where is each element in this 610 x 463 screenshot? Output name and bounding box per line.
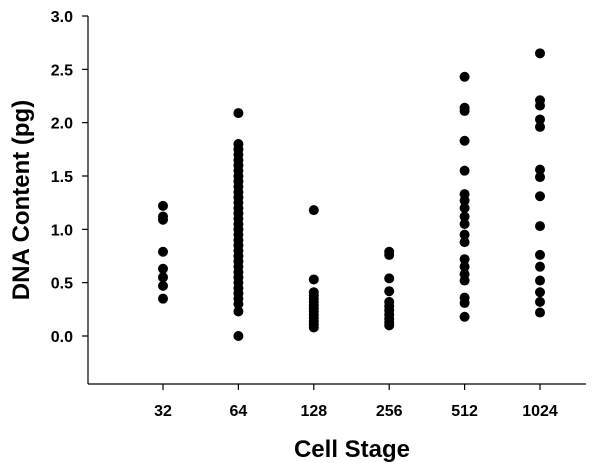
data-point xyxy=(158,280,168,291)
y-tick-label: 1.5 xyxy=(51,169,73,186)
data-point xyxy=(384,296,395,307)
data-point xyxy=(459,165,470,176)
data-point xyxy=(459,189,470,200)
data-points xyxy=(158,48,545,341)
data-point xyxy=(158,263,168,274)
data-point xyxy=(535,296,545,307)
data-point xyxy=(233,331,244,341)
x-tick-label: 512 xyxy=(451,403,478,420)
y-tick-label: 1.0 xyxy=(51,222,73,239)
y-tick-label: 2.0 xyxy=(51,116,73,133)
data-point xyxy=(459,269,470,280)
data-point xyxy=(308,287,319,298)
data-point xyxy=(535,121,545,132)
data-point xyxy=(158,293,168,304)
data-point xyxy=(535,172,545,183)
data-point xyxy=(459,261,470,272)
data-point xyxy=(535,307,545,318)
data-point xyxy=(535,221,545,232)
y-axis-ticks: 0.0 0.5 1.0 1.5 2.0 2.5 3.0 xyxy=(51,9,88,346)
x-tick-label: 256 xyxy=(376,403,403,420)
data-point xyxy=(459,102,470,113)
x-axis-title: Cell Stage xyxy=(294,436,410,463)
y-tick-label: 0.5 xyxy=(51,276,73,293)
x-tick-label: 1024 xyxy=(522,403,558,420)
data-point xyxy=(459,254,470,265)
data-point xyxy=(459,219,470,229)
data-point xyxy=(158,200,168,211)
data-point xyxy=(384,286,395,297)
x-tick-label: 64 xyxy=(230,403,248,420)
data-point xyxy=(459,71,470,82)
data-point xyxy=(535,114,545,125)
data-point xyxy=(535,287,545,298)
data-point xyxy=(535,249,545,260)
x-tick-label: 128 xyxy=(300,403,327,420)
data-point xyxy=(535,164,545,175)
data-point xyxy=(535,191,545,202)
x-tick-label: 32 xyxy=(154,403,172,420)
data-point xyxy=(384,273,395,284)
data-point xyxy=(158,272,168,283)
data-point xyxy=(459,135,470,146)
data-point xyxy=(233,139,244,149)
data-point xyxy=(233,108,244,119)
plot-axes xyxy=(87,16,586,385)
data-point xyxy=(308,205,319,216)
data-point xyxy=(308,274,319,285)
data-point xyxy=(535,95,545,106)
data-point xyxy=(459,311,470,322)
y-axis-title: DNA Content (pg) xyxy=(8,100,35,300)
data-point xyxy=(535,275,545,286)
data-point xyxy=(459,229,470,240)
x-axis-ticks: 32 64 128 256 512 1024 xyxy=(154,384,558,420)
data-point xyxy=(535,48,545,59)
data-point xyxy=(535,261,545,272)
data-point xyxy=(459,237,470,248)
y-tick-label: 2.5 xyxy=(51,62,73,79)
y-tick-label: 3.0 xyxy=(51,9,73,26)
data-point xyxy=(459,211,470,222)
data-point xyxy=(459,203,470,213)
data-point xyxy=(459,292,470,303)
data-point xyxy=(158,246,168,257)
y-tick-label: 0.0 xyxy=(51,329,73,346)
data-point xyxy=(158,211,168,222)
data-point xyxy=(233,306,244,317)
data-point xyxy=(384,246,395,257)
